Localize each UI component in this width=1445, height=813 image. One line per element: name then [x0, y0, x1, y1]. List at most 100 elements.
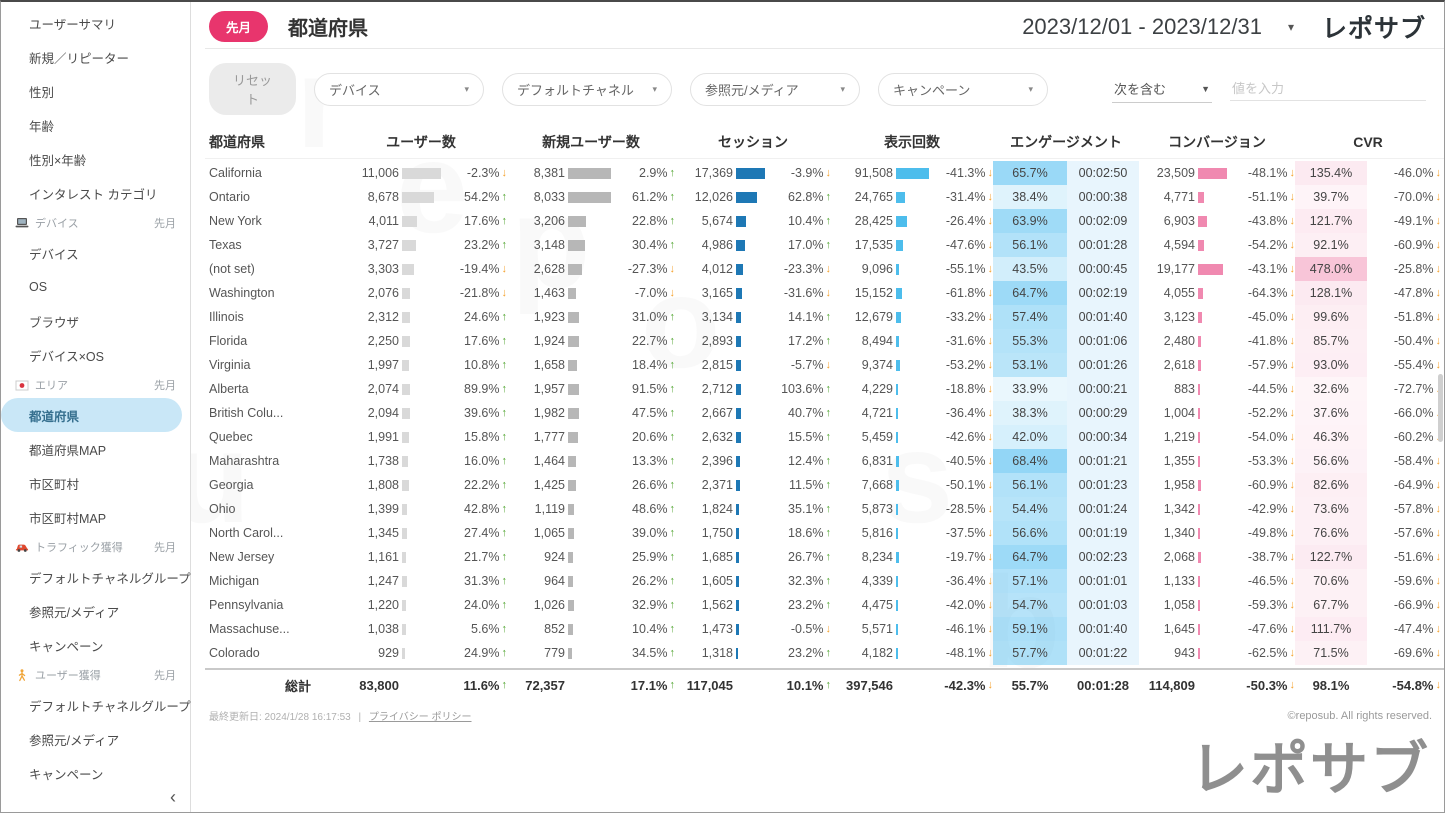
new_users-value: 2,628: [533, 262, 565, 276]
users-bar: [402, 455, 409, 467]
down-arrow-icon: ↓: [1435, 503, 1442, 515]
privacy-policy-link[interactable]: プライバシー ポリシー: [368, 712, 472, 723]
up-arrow-icon: ↑: [501, 647, 508, 659]
new_users-change-value: 22.7%: [632, 334, 668, 348]
users-value: 1,161: [367, 550, 399, 564]
column-header[interactable]: セッション: [718, 133, 788, 150]
column-header[interactable]: コンバージョン: [1168, 133, 1266, 150]
new_users-bar-cell: [565, 497, 611, 521]
views-change: -33.2% ↓: [929, 305, 993, 329]
sidebar-item[interactable]: デバイス×OS: [29, 349, 104, 364]
sidebar-item[interactable]: 参照元/メディア: [29, 605, 120, 620]
period-badge: 先月: [209, 11, 269, 42]
down-arrow-icon: ↓: [1289, 551, 1296, 563]
cvr-cell: 56.6%: [1295, 449, 1367, 473]
filter-dropdown[interactable]: デフォルトチャネル ▾: [501, 72, 672, 106]
users-change-value: 24.6%: [464, 310, 500, 324]
sidebar-item[interactable]: 市区町村: [29, 477, 80, 492]
sidebar-item[interactable]: インタレスト カテゴリ: [29, 187, 158, 202]
sidebar-collapse-button[interactable]: ‹: [170, 787, 176, 807]
sessions-change: 10.1% ↑: [765, 670, 831, 700]
up-arrow-icon: ↑: [501, 239, 508, 251]
views-bar: [896, 215, 907, 227]
sidebar-item[interactable]: デフォルトチャネルグループ: [29, 571, 191, 586]
sidebar-item[interactable]: ブラウザ: [29, 315, 80, 330]
sessions-change-value: 15.5%: [788, 430, 824, 444]
sessions-bar-cell: [733, 185, 765, 209]
conv-value: 4,055: [1163, 286, 1195, 300]
sessions-change-value: 10.4%: [788, 214, 824, 228]
sidebar-item[interactable]: キャンペーン: [29, 639, 104, 654]
date-range-picker[interactable]: 2023/12/01 - 2023/12/31 ▾: [1022, 14, 1294, 40]
up-arrow-icon: ↑: [501, 335, 508, 347]
sidebar-section-header: デバイス 先月: [1, 210, 190, 236]
sessions-change: 11.5% ↑: [765, 473, 831, 497]
users-value: 3,303: [367, 262, 399, 276]
row-name: Texas: [209, 238, 242, 252]
column-header[interactable]: 新規ユーザー数: [542, 133, 640, 150]
filter-dropdown[interactable]: キャンペーン ▾: [877, 72, 1048, 106]
up-arrow-icon: ↑: [825, 383, 832, 395]
sidebar-item[interactable]: 性別: [29, 85, 55, 100]
reset-button[interactable]: リセット: [209, 63, 296, 115]
sidebar-item[interactable]: 都道府県MAP: [29, 443, 107, 458]
conv-value: 1,355: [1163, 454, 1195, 468]
new_users-bar-cell: [565, 329, 611, 353]
table-header-row: 都道府県 ユーザー数 新規ユーザー数 セッション 表示回数 エンゲージメント コンバージョン…: [205, 125, 1444, 159]
views-change: -48.1% ↓: [929, 641, 993, 665]
views-bar: [896, 167, 929, 179]
sessions-value: 12,026: [694, 190, 733, 204]
down-arrow-icon: ↓: [1289, 263, 1296, 275]
conv-bar-cell: [1195, 425, 1227, 449]
sidebar-item[interactable]: 新規／リピーター: [29, 51, 130, 66]
conv-value: 2,618: [1163, 358, 1195, 372]
users-bar: [402, 335, 411, 347]
filter-dropdown[interactable]: デバイス ▾: [313, 72, 484, 106]
column-header[interactable]: 表示回数: [884, 133, 940, 150]
sidebar-section-period: 先月: [154, 218, 176, 230]
new_users-change: -27.3% ↓: [611, 257, 675, 281]
cvr-change: -25.8% ↓: [1367, 257, 1441, 281]
users-bar: [402, 575, 407, 587]
sidebar-item[interactable]: 参照元/メディア: [29, 733, 120, 748]
column-header[interactable]: エンゲージメント: [1010, 133, 1122, 150]
scrollbar-thumb[interactable]: [1438, 374, 1443, 442]
new_users-bar-cell: [565, 641, 611, 665]
down-arrow-icon: ↓: [987, 239, 994, 251]
users-change-value: 22.2%: [464, 478, 500, 492]
conv-change: -59.3% ↓: [1227, 593, 1295, 617]
conv-change-value: -45.0%: [1247, 310, 1288, 324]
sessions-change: -5.7% ↓: [765, 353, 831, 377]
cvr-change-value: -55.4%: [1393, 358, 1434, 372]
filter-value-input[interactable]: [1229, 77, 1427, 101]
users-change: -21.8% ↓: [441, 281, 507, 305]
down-arrow-icon: ↓: [501, 263, 508, 275]
match-type-select[interactable]: 次を含む ▼: [1111, 75, 1212, 103]
engagement-rate-cell: 57.7%: [993, 641, 1067, 665]
up-arrow-icon: ↑: [669, 455, 676, 467]
sidebar-item[interactable]: ユーザーサマリ: [29, 17, 117, 32]
sidebar-item[interactable]: 年齢: [29, 119, 55, 134]
users-bar: [402, 479, 409, 491]
sidebar-item[interactable]: 性別×年齢: [29, 153, 87, 168]
cvr-cell: 85.7%: [1295, 329, 1367, 353]
sessions-change-value: 10.1%: [786, 677, 824, 693]
engagement-time-cell: 00:01:19: [1067, 521, 1139, 545]
users-bar: [402, 359, 410, 371]
column-header[interactable]: ユーザー数: [386, 133, 456, 150]
sidebar-item[interactable]: キャンペーン: [29, 767, 104, 782]
column-header[interactable]: 都道府県: [209, 133, 265, 150]
new_users-value: 852: [544, 622, 565, 636]
sidebar-item[interactable]: 都道府県: [1, 398, 182, 432]
filter-dropdown[interactable]: 参照元/メディア ▾: [689, 72, 860, 106]
users-bar: [402, 527, 407, 539]
sidebar-item[interactable]: 市区町村MAP: [29, 511, 107, 526]
views-change: -19.7% ↓: [929, 545, 993, 569]
sidebar-item[interactable]: デバイス: [29, 247, 79, 262]
new_users-change: 20.6% ↑: [611, 425, 675, 449]
sidebar-item[interactable]: OS: [29, 280, 48, 294]
sidebar-item[interactable]: デフォルトチャネルグループ: [29, 699, 191, 714]
column-header[interactable]: CVR: [1353, 133, 1383, 150]
sessions-change-value: 23.2%: [788, 598, 824, 612]
down-arrow-icon: ↓: [825, 287, 832, 299]
